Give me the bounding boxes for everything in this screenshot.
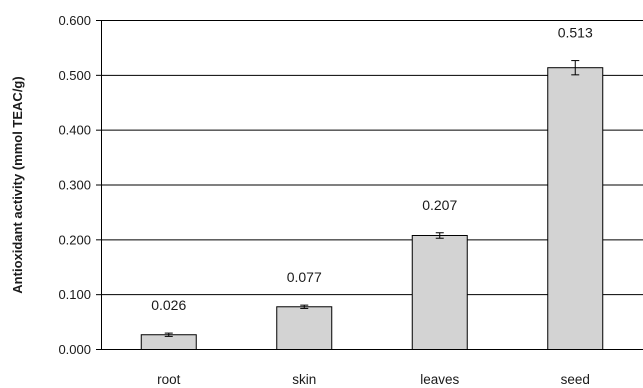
bar-root	[140, 334, 197, 351]
y-tick-label: 0.500	[58, 68, 91, 83]
x-label-skin: skin	[292, 372, 316, 387]
x-label-leaves: leaves	[420, 372, 459, 387]
x-axis-labels: root skin leaves seed	[157, 372, 590, 387]
data-label-seed: 0.513	[558, 25, 593, 41]
data-labels: 0.026 0.077 0.207 0.513	[151, 25, 593, 314]
bars	[140, 67, 604, 351]
y-axis-title: Antioxidant activity (mmol TEAC/g)	[10, 76, 25, 293]
y-tick-label: 0.300	[58, 178, 91, 193]
bar-leaves	[411, 234, 468, 350]
data-label-root: 0.026	[151, 297, 186, 313]
y-tick-label: 0.600	[58, 13, 91, 28]
data-label-skin: 0.077	[287, 269, 322, 285]
gridlines	[101, 20, 643, 350]
x-label-root: root	[157, 372, 181, 387]
bar-skin	[276, 306, 333, 350]
y-tick-label: 0.100	[58, 287, 91, 302]
y-tick-label: 0.200	[58, 232, 91, 247]
error-bars	[164, 60, 580, 337]
y-tick-label: 0.000	[58, 342, 91, 357]
y-axis: 0.000 0.100 0.200 0.300 0.400 0.500 0.600	[58, 13, 102, 357]
bar-seed	[547, 67, 604, 351]
x-label-seed: seed	[561, 372, 590, 387]
y-tick-label: 0.400	[58, 123, 91, 138]
data-label-leaves: 0.207	[422, 197, 457, 213]
